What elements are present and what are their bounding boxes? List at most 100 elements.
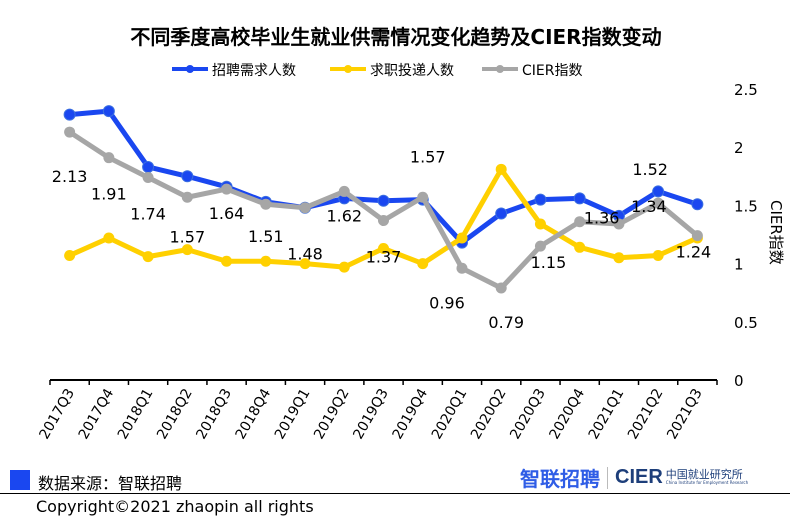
x-tick-label: 2019Q4: [390, 386, 432, 442]
data-point: [378, 215, 389, 227]
data-point: [338, 185, 350, 197]
data-point: [534, 193, 547, 206]
data-point: [613, 218, 625, 230]
data-point: [64, 249, 76, 261]
data-point: [142, 171, 154, 183]
copyright-text: Copyright©2021 zhaopin all rights: [36, 497, 314, 516]
data-point: [534, 240, 546, 252]
x-tick-label: 2020Q3: [507, 386, 549, 442]
data-point: [495, 282, 507, 294]
legend-label: 招聘需求人数: [212, 63, 296, 79]
data-point: [64, 126, 76, 138]
data-point: [574, 241, 586, 253]
legend-marker: [186, 65, 194, 73]
data-label: 0.79: [488, 313, 524, 332]
data-point: [456, 232, 468, 244]
data-point: [691, 230, 703, 242]
y2-tick-label: 2: [734, 139, 744, 157]
data-point: [378, 242, 389, 254]
data-label: 1.15: [531, 253, 567, 272]
x-tick-label: 2021Q1: [586, 386, 628, 442]
legend-marker: [496, 65, 504, 73]
x-tick-label: 2020Q4: [547, 386, 589, 442]
source-marker: [10, 470, 30, 490]
chart-title: 不同季度高校毕业生就业供需情况变化趋势及CIER指数变动: [130, 25, 661, 49]
x-tick-label: 2021Q3: [664, 386, 706, 442]
data-point: [142, 160, 155, 173]
data-point: [377, 194, 390, 207]
data-label: 1.57: [410, 147, 446, 166]
data-point: [338, 261, 350, 273]
logos: 智联招聘 CIER 中国就业研究所 China Institute for Em…: [520, 463, 748, 492]
data-point: [574, 216, 586, 228]
data-point: [456, 262, 468, 274]
data-point: [299, 202, 311, 214]
x-tick-label: 2018Q3: [193, 386, 235, 442]
data-label: 1.24: [676, 243, 712, 262]
data-label: 1.37: [366, 248, 402, 267]
y2-tick-label: 0: [734, 372, 744, 390]
data-point: [260, 198, 272, 210]
zhaopin-logo: 智联招聘: [520, 467, 600, 491]
data-label: 1.36: [584, 209, 620, 228]
data-label: 1.62: [326, 206, 362, 225]
y2-tick-label: 2.5: [734, 81, 758, 99]
data-point: [495, 163, 507, 175]
data-point: [652, 185, 665, 198]
data-point: [102, 105, 115, 118]
x-tick-label: 2018Q1: [115, 386, 157, 442]
data-point: [691, 198, 704, 211]
data-point: [260, 255, 272, 267]
data-label: 0.96: [429, 293, 465, 312]
y2-tick-label: 0.5: [734, 314, 758, 332]
data-label: 1.91: [91, 185, 127, 204]
data-point: [417, 191, 429, 203]
data-point: [652, 249, 664, 261]
x-tick-label: 2019Q1: [272, 386, 314, 442]
cier-logo-text: 中国就业研究所 China Institute for Employment R…: [665, 468, 749, 486]
x-tick-label: 2018Q4: [233, 386, 275, 442]
data-point: [417, 258, 429, 270]
data-label: 1.74: [130, 204, 166, 223]
legend-label: 求职投递人数: [370, 63, 454, 79]
data-label: 2.13: [52, 167, 88, 186]
data-point: [63, 108, 76, 121]
data-point: [495, 207, 508, 220]
data-point: [652, 197, 664, 209]
y2-axis-title: CIER指数: [767, 200, 785, 265]
data-point: [142, 251, 154, 263]
data-point: [181, 191, 193, 203]
data-label: 1.64: [209, 204, 245, 223]
data-point: [299, 258, 311, 270]
x-tick-label: 2017Q4: [76, 386, 118, 442]
x-tick-label: 2021Q2: [625, 386, 667, 442]
data-point: [221, 255, 233, 267]
data-label: 1.52: [632, 160, 668, 179]
cier-logo: CIER: [615, 466, 663, 488]
legend-label: CIER指数: [522, 63, 582, 79]
x-tick-label: 2019Q2: [311, 386, 353, 442]
x-tick-label: 2018Q2: [154, 386, 196, 442]
logo-divider: [607, 466, 608, 489]
data-label: 1.48: [287, 245, 323, 264]
data-point: [181, 170, 194, 183]
data-point: [181, 244, 193, 256]
data-point: [534, 218, 546, 230]
x-tick-label: 2019Q3: [350, 386, 392, 442]
footer-divider: [0, 493, 790, 494]
y2-tick-label: 1: [734, 256, 744, 274]
data-point: [613, 252, 625, 264]
data-point: [103, 232, 115, 244]
y2-tick-label: 1.5: [734, 197, 758, 215]
data-point: [573, 192, 586, 205]
data-label: 1.34: [631, 197, 667, 216]
data-label: 1.57: [170, 227, 206, 246]
source-text: 数据来源：智联招聘: [38, 474, 183, 493]
legend-marker: [344, 65, 352, 73]
data-point: [103, 152, 115, 164]
x-tick-label: 2017Q3: [36, 386, 78, 442]
x-tick-label: 2020Q1: [429, 386, 471, 442]
data-point: [221, 183, 233, 195]
